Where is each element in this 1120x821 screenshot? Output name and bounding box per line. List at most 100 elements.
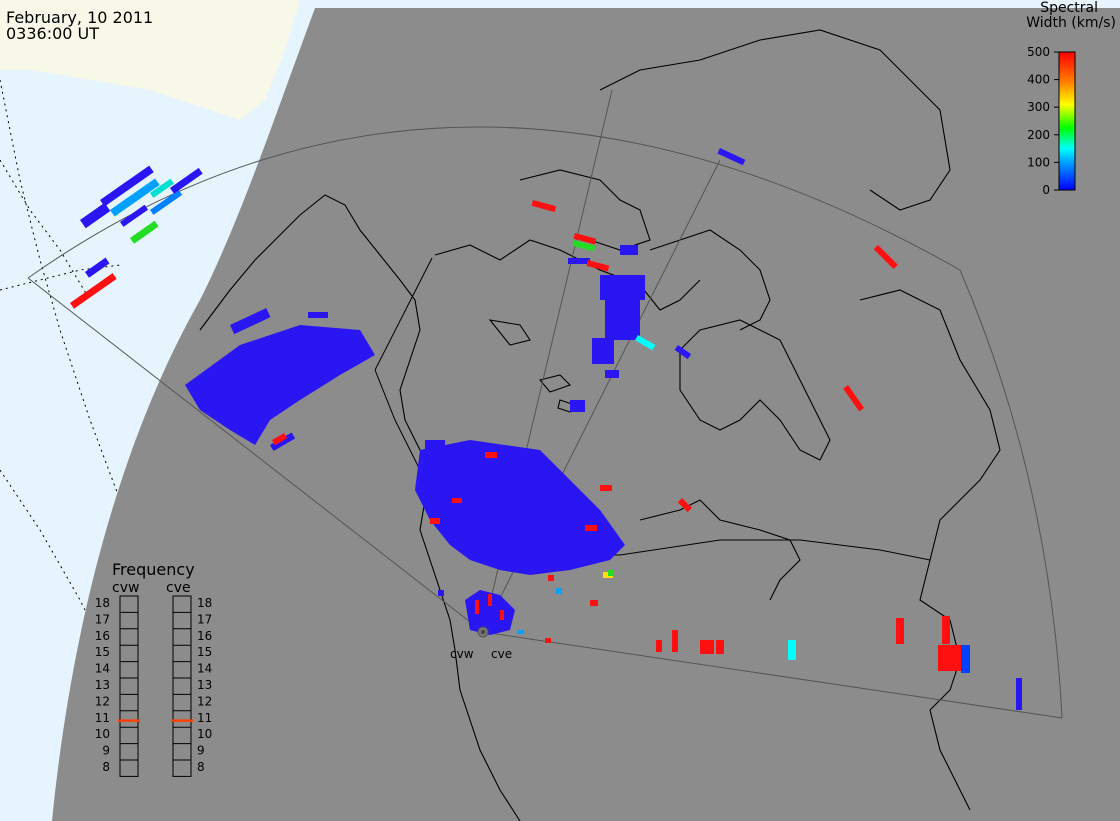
colorbar-tick-label: 500 [1027,45,1050,59]
frequency-tick-label: 16 [95,629,110,643]
backscatter-cell [518,630,524,634]
backscatter-cell [674,345,692,360]
backscatter-cell [573,233,597,245]
backscatter-cell [843,384,865,412]
frequency-tick-label: 10 [95,727,110,741]
frequency-tick-label: 8 [102,760,110,774]
backscatter-cell [568,258,590,264]
frequency-box [119,595,139,777]
colorbar-tick-label: 400 [1027,73,1050,87]
backscatter-cell [85,257,110,278]
backscatter-cell [272,433,288,446]
backscatter-cell [229,308,271,335]
backscatter-cell [717,148,746,166]
backscatter-cell [938,645,962,671]
frequency-tick-label: 11 [197,711,212,725]
colorbar-ticks [1054,51,1059,191]
backscatter-cell [677,497,692,513]
frequency-tick-label: 11 [95,711,110,725]
date-label: February, 10 2011 [6,8,154,27]
backscatter-cell [592,338,614,364]
frequency-tick-label: 15 [197,645,212,659]
backscatter-cell [1016,678,1022,710]
backscatter-cell [270,432,296,452]
backscatter-cell [452,498,462,503]
backscatter-cell [942,616,950,644]
frequency-tick-label: 9 [102,744,110,758]
backscatter-cell [570,400,585,412]
backscatter-cell [150,189,183,215]
backscatter-cell [620,245,638,255]
frequency-tick-label: 9 [197,744,205,758]
colorbar-unit: Width (km/s) [1026,15,1116,31]
backscatter-cell [485,452,497,458]
frequency-tick-label: 12 [197,694,212,708]
backscatter-cell [672,630,678,652]
backscatter-cell [308,312,328,318]
backscatter-cells [69,148,1022,710]
backscatter-cell [656,640,662,652]
colorbar-title: Spectral [1040,0,1098,16]
backscatter-cell [170,167,203,194]
colorbar-tick-label: 100 [1027,155,1050,169]
backscatter-cell [556,588,562,594]
frequency-tick-label: 14 [95,662,110,676]
colorbar-tick-label: 200 [1027,128,1050,142]
backscatter-cell [608,570,614,576]
frequency-tick-label: 15 [95,645,110,659]
backscatter-cell [430,518,440,524]
backscatter-cell [119,204,149,227]
backscatter-cell [500,610,504,620]
backscatter-cell [110,178,160,217]
backscatter-cell [961,645,970,673]
backscatter-cell [600,275,645,300]
radar-site-label-cvw: cvw [450,647,474,661]
colorbar-tick-label: 300 [1027,100,1050,114]
backscatter-cell [700,640,714,654]
frequency-tick-label: 18 [95,596,110,610]
backscatter-cluster [185,325,375,445]
backscatter-cell [634,335,656,351]
day-land-alaska [0,0,300,120]
radar-site-marker [481,630,485,634]
backscatter-cell [605,300,640,340]
backscatter-cell [475,600,479,614]
frequency-label-cve: cve [166,580,191,596]
backscatter-cell [586,260,610,272]
backscatter-cell [545,638,551,643]
backscatter-cell [488,594,492,606]
backscatter-cell [150,178,174,198]
backscatter-cell [600,485,612,491]
frequency-label-cvw: cvw [112,580,139,596]
backscatter-cell [548,575,554,581]
backscatter-cell [873,245,898,270]
backscatter-cell [80,202,111,229]
frequency-tick-label: 12 [95,694,110,708]
backscatter-cell [425,440,445,452]
backscatter-cell [590,600,598,606]
backscatter-cell [572,239,596,252]
frequency-tick-label: 16 [197,629,212,643]
frequency-box [172,595,192,777]
frequency-scale-cvw: 18 17 16 15 14 13 12 11 10 9 8 [95,595,140,777]
frequency-scale-cve: 18 17 16 15 14 13 12 11 10 9 8 [171,595,212,777]
colorbar-tick-label: 0 [1042,183,1050,197]
graticule-line [0,469,151,731]
backscatter-cell [716,640,724,654]
backscatter-cell [531,200,557,213]
frequency-tick-label: 18 [197,596,212,610]
frequency-tick-label: 8 [197,760,205,774]
backscatter-cell [585,525,597,531]
backscatter-cluster [415,440,625,575]
backscatter-cell [69,273,117,309]
frequency-tick-label: 13 [95,678,110,692]
frequency-tick-label: 17 [95,612,110,626]
night-shade [52,8,1120,821]
backscatter-cell [130,220,159,244]
frequency-tick-label: 13 [197,678,212,692]
frequency-title: Frequency [112,560,195,579]
time-label: 0336:00 UT [6,24,100,43]
backscatter-cell [438,590,444,596]
frequency-tick-label: 10 [197,727,212,741]
